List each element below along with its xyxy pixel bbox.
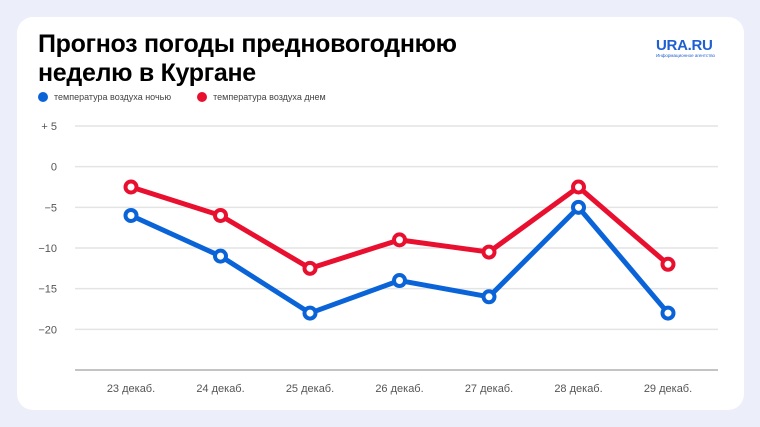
legend-label-day: температура воздуха днем	[213, 92, 326, 102]
data-point	[571, 179, 586, 195]
data-point	[302, 305, 318, 321]
data-point	[660, 305, 676, 321]
legend-item-night: температура воздуха ночью	[38, 92, 171, 102]
title-line-2: неделю в Кургане	[38, 59, 256, 87]
y-tick-label: 0	[51, 162, 57, 174]
x-tick-label: 27 декаб.	[465, 383, 513, 395]
data-point	[213, 207, 228, 223]
title-line-1: Прогноз погоды предновогоднюю	[38, 30, 457, 58]
data-point	[123, 207, 139, 223]
data-point	[481, 244, 497, 260]
legend-label-night: температура воздуха ночью	[54, 92, 172, 102]
y-tick-label: −5	[44, 202, 57, 214]
legend-item-day: температура воздуха днем	[197, 92, 326, 102]
y-tick-label: −15	[38, 284, 57, 296]
y-tick-label: −20	[38, 324, 57, 336]
data-point	[302, 260, 318, 276]
chart-title: Прогноз погоды предновогоднюю неделю в К…	[38, 30, 457, 88]
legend-dot-day	[197, 92, 208, 102]
logo-sub: Информационное агентство	[656, 53, 716, 58]
x-tick-label: 29 декаб.	[644, 383, 692, 395]
ura-ru-logo: URA.RU Информационное агентство	[656, 37, 715, 58]
data-point	[123, 179, 139, 195]
data-point	[392, 232, 407, 248]
y-tick-label: + 5	[41, 121, 57, 133]
data-point	[392, 273, 407, 289]
data-point	[481, 289, 497, 305]
x-tick-label: 25 декаб.	[286, 383, 334, 395]
y-tick-label: −10	[38, 243, 57, 255]
logo-main: URA.RU	[656, 37, 713, 54]
series-line-0	[129, 204, 670, 316]
data-point	[213, 248, 228, 264]
data-point	[571, 199, 586, 215]
x-tick-label: 24 декаб.	[196, 383, 244, 395]
x-tick-label: 28 декаб.	[554, 383, 602, 395]
legend-dot-night	[38, 92, 48, 102]
legend: температура воздуха ночью температура во…	[38, 92, 326, 102]
x-tick-label: 26 декаб.	[375, 383, 423, 395]
series-line-1	[130, 184, 670, 271]
x-tick-label: 23 декаб.	[107, 383, 155, 395]
data-point	[660, 256, 676, 272]
